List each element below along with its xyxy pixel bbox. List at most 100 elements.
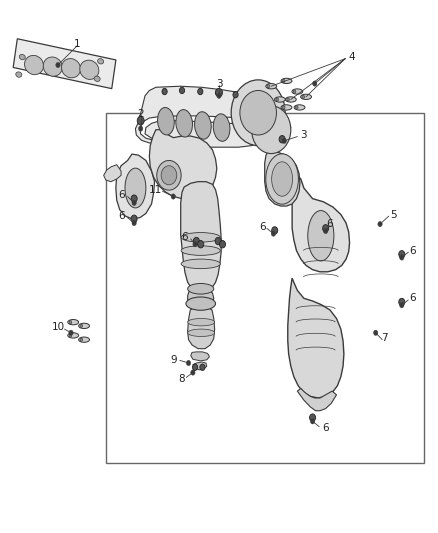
Ellipse shape <box>292 89 303 94</box>
Text: 6: 6 <box>327 219 333 229</box>
Circle shape <box>193 241 197 247</box>
Circle shape <box>323 228 328 233</box>
Text: 6: 6 <box>181 232 187 243</box>
Ellipse shape <box>186 297 215 310</box>
Circle shape <box>399 298 405 306</box>
Circle shape <box>271 231 276 236</box>
Circle shape <box>313 81 317 86</box>
Polygon shape <box>288 278 344 398</box>
Text: 6: 6 <box>259 222 266 232</box>
Ellipse shape <box>300 94 311 100</box>
Polygon shape <box>265 150 300 206</box>
Circle shape <box>131 215 137 222</box>
Ellipse shape <box>308 211 334 261</box>
Text: 6: 6 <box>118 211 124 221</box>
Polygon shape <box>191 352 209 361</box>
Circle shape <box>399 255 404 260</box>
Text: 6: 6 <box>410 246 416 256</box>
Circle shape <box>215 237 221 245</box>
Circle shape <box>267 85 270 88</box>
Circle shape <box>80 338 83 341</box>
Ellipse shape <box>272 162 293 196</box>
Circle shape <box>378 221 382 227</box>
Ellipse shape <box>25 55 43 75</box>
Ellipse shape <box>181 259 220 269</box>
Circle shape <box>215 90 221 96</box>
Ellipse shape <box>181 232 220 242</box>
Text: 7: 7 <box>381 333 388 343</box>
Circle shape <box>69 320 72 324</box>
Ellipse shape <box>158 108 174 135</box>
Ellipse shape <box>187 284 214 294</box>
Circle shape <box>198 240 204 248</box>
Text: 3: 3 <box>300 130 307 140</box>
Text: 6: 6 <box>410 293 416 303</box>
Circle shape <box>283 79 285 83</box>
Ellipse shape <box>68 333 79 338</box>
Ellipse shape <box>94 76 100 82</box>
Polygon shape <box>116 154 155 219</box>
Circle shape <box>200 364 205 370</box>
Polygon shape <box>297 389 336 411</box>
Ellipse shape <box>266 84 277 89</box>
Text: 8: 8 <box>179 374 185 384</box>
Circle shape <box>192 364 198 370</box>
Circle shape <box>322 224 328 232</box>
Circle shape <box>186 360 191 366</box>
Polygon shape <box>13 39 116 88</box>
Circle shape <box>279 135 285 143</box>
Circle shape <box>310 414 316 421</box>
Circle shape <box>231 80 285 146</box>
Circle shape <box>374 330 378 335</box>
Circle shape <box>272 227 278 234</box>
Circle shape <box>311 419 315 424</box>
Text: 1: 1 <box>74 39 81 49</box>
Circle shape <box>293 90 296 93</box>
Circle shape <box>138 126 143 131</box>
Ellipse shape <box>79 337 89 342</box>
Circle shape <box>69 334 72 337</box>
Circle shape <box>171 194 176 199</box>
Circle shape <box>219 240 226 248</box>
Ellipse shape <box>281 105 292 110</box>
Polygon shape <box>181 182 221 292</box>
Text: 6: 6 <box>118 190 124 200</box>
Circle shape <box>56 62 60 68</box>
Polygon shape <box>135 86 267 147</box>
Circle shape <box>287 98 290 101</box>
Text: 10: 10 <box>51 322 64 333</box>
Ellipse shape <box>275 97 286 102</box>
Circle shape <box>399 251 405 258</box>
Ellipse shape <box>187 329 215 336</box>
Circle shape <box>191 370 195 375</box>
Ellipse shape <box>294 105 305 110</box>
Ellipse shape <box>79 323 89 328</box>
Circle shape <box>132 220 136 225</box>
Polygon shape <box>149 130 217 199</box>
Circle shape <box>180 87 185 94</box>
Text: 3: 3 <box>215 78 223 88</box>
Polygon shape <box>262 119 291 135</box>
Circle shape <box>283 106 285 109</box>
Ellipse shape <box>19 54 25 60</box>
Ellipse shape <box>16 72 22 77</box>
Ellipse shape <box>266 154 298 204</box>
Circle shape <box>240 91 276 135</box>
Circle shape <box>137 116 144 125</box>
Circle shape <box>252 106 291 154</box>
Ellipse shape <box>194 112 211 139</box>
Circle shape <box>282 138 286 143</box>
Ellipse shape <box>43 57 62 76</box>
Circle shape <box>296 106 298 109</box>
Ellipse shape <box>176 110 193 137</box>
Polygon shape <box>104 165 121 182</box>
Circle shape <box>198 88 203 95</box>
Circle shape <box>80 324 83 327</box>
Circle shape <box>276 98 279 101</box>
Circle shape <box>302 95 305 99</box>
Circle shape <box>193 237 199 245</box>
Ellipse shape <box>187 318 215 326</box>
Text: 4: 4 <box>349 52 355 62</box>
Circle shape <box>131 195 137 203</box>
Ellipse shape <box>286 97 296 102</box>
